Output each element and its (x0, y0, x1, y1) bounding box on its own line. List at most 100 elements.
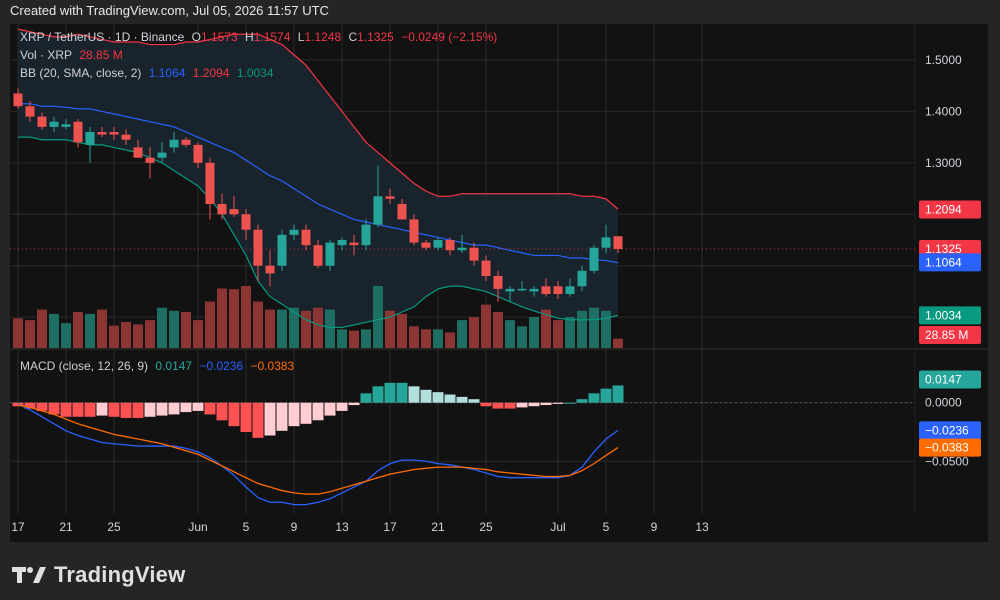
volume-bar (361, 329, 371, 348)
macd-histogram-bar (528, 402, 540, 407)
time-axis-label: 9 (291, 520, 298, 534)
volume-axis-label: 28.85 M (925, 328, 968, 342)
volume-bar (301, 310, 311, 348)
volume-bar (157, 307, 167, 348)
bb-legend: BB (20, SMA, close, 2) 1.1064 1.2094 1.0… (20, 66, 278, 80)
candle-body (49, 121, 59, 127)
macd-histogram-bar (144, 402, 156, 417)
volume-bar (385, 310, 395, 348)
macd-histogram-bar (336, 402, 348, 411)
volume-bar (73, 312, 83, 348)
volume-axis-label-bg (919, 326, 981, 344)
price-axis-label-bg (919, 200, 981, 219)
time-axis-label: 17 (383, 520, 397, 534)
candle-body (265, 265, 275, 274)
volume-bar (481, 304, 491, 348)
volume-bar (565, 317, 575, 348)
tradingview-logo[interactable]: TradingView (12, 562, 185, 588)
bollinger-band-fill (18, 29, 618, 328)
time-axis-label: 13 (335, 520, 349, 534)
symbol-label[interactable]: XRP / TetherUS · 1D · Binance (20, 30, 185, 44)
candle-body (397, 204, 407, 220)
volume-bar (277, 309, 287, 348)
volume-bar (229, 289, 239, 348)
volume-bar (181, 312, 191, 348)
macd-histogram-bar (372, 386, 384, 403)
low-value: 1.1248 (304, 30, 342, 44)
macd-tick-label: 0.0000 (925, 396, 962, 410)
time-axis-label: 9 (651, 520, 658, 534)
macd-histogram-bar (540, 402, 552, 406)
macd-histogram-bar (432, 392, 444, 403)
tradingview-chart[interactable]: 1.50001.40001.30001.20001.10001.00000.00… (10, 24, 988, 542)
bb-label[interactable]: BB (20, SMA, close, 2) (20, 66, 142, 80)
macd-label[interactable]: MACD (close, 12, 26, 9) (20, 359, 149, 373)
candle-body (109, 132, 119, 135)
macd-axis-label-bg (919, 421, 981, 440)
macd-signal-value: −0.0383 (250, 359, 295, 373)
volume-bar (469, 317, 479, 348)
volume-bar (421, 329, 431, 348)
candle-body (217, 204, 227, 215)
volume-bar (541, 309, 551, 348)
tradingview-logo-icon (12, 567, 46, 583)
volume-label[interactable]: Vol · XRP (20, 48, 73, 62)
macd-axis-label: 0.0147 (925, 372, 962, 386)
candle-body (481, 260, 491, 276)
macd-axis-label: −0.0383 (925, 441, 969, 455)
candle-body (601, 237, 611, 248)
volume-bar (505, 320, 515, 348)
bb-basis-value: 1.1064 (148, 66, 186, 80)
volume-bar (133, 324, 143, 348)
volume-bar (37, 309, 47, 348)
volume-bar (205, 301, 215, 348)
macd-axis-label-bg (919, 438, 981, 457)
volume-bar (613, 338, 623, 348)
candle-body (289, 229, 299, 235)
volume-bar (289, 307, 299, 348)
volume-bar (145, 320, 155, 348)
macd-histogram-bar (468, 399, 480, 403)
price-tick-label: 1.5000 (925, 53, 962, 67)
volume-bar (193, 320, 203, 348)
time-axis-label: 17 (11, 520, 25, 534)
macd-histogram-bar (504, 402, 516, 409)
volume-bar (217, 288, 227, 348)
macd-histogram-bar (384, 382, 396, 403)
time-axis-label: 25 (107, 520, 121, 534)
volume-bar (349, 330, 359, 348)
bollinger-lower-line (18, 136, 619, 329)
volume-bar (337, 329, 347, 348)
brand-name: TradingView (54, 562, 186, 587)
candle-body (313, 245, 323, 266)
candle-body (25, 106, 35, 117)
macd-histogram-bar (516, 402, 528, 408)
macd-histogram-bar (480, 402, 492, 407)
macd-histogram-bar (612, 385, 624, 403)
volume-bar (493, 312, 503, 348)
chart-panel[interactable]: 1.50001.40001.30001.20001.10001.00000.00… (10, 24, 988, 542)
bollinger-upper-line (17, 28, 619, 210)
macd-histogram-bar (216, 402, 228, 421)
time-axis-label: 25 (479, 520, 493, 534)
volume-bar (169, 310, 179, 348)
volume-bar (589, 307, 599, 348)
high-value: 1.1574 (253, 30, 291, 44)
macd-histogram-bar (408, 386, 420, 403)
macd-histogram-bar (24, 402, 36, 409)
macd-histogram-bar (60, 402, 72, 417)
volume-bar (577, 310, 587, 348)
macd-histogram-bar (96, 402, 108, 416)
volume-bar (265, 309, 275, 348)
macd-histogram-bar (576, 399, 588, 403)
candle-body (85, 132, 95, 145)
macd-histogram-bar (120, 402, 132, 418)
price-axis-label: 1.1325 (925, 242, 962, 256)
macd-histogram-bar (156, 402, 168, 416)
macd-histogram-bar (204, 402, 216, 415)
candle-body (517, 288, 527, 291)
macd-histogram-bar (312, 402, 324, 421)
close-label: C (348, 30, 358, 44)
created-with-banner: Created with TradingView.com, Jul 05, 20… (10, 3, 329, 18)
candle-body (565, 286, 575, 294)
